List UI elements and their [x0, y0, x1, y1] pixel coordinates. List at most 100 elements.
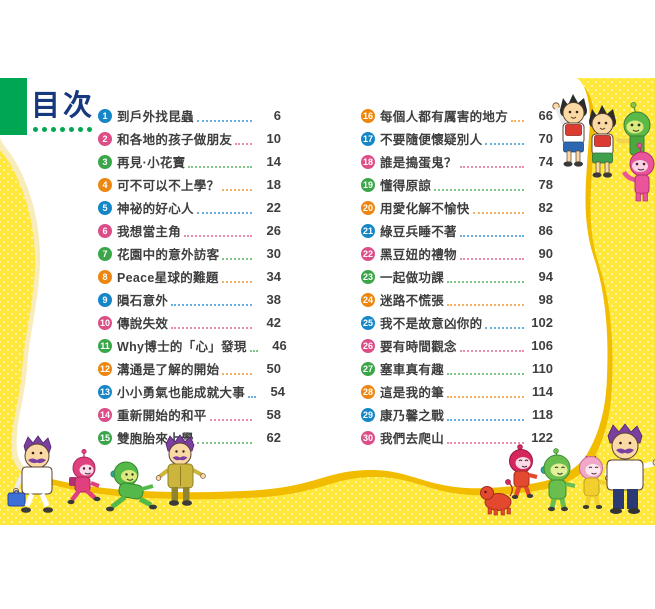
- schoolboy-blue-shorts: [552, 94, 587, 167]
- entry-page-number: 90: [538, 246, 553, 261]
- toc-entry: 30 我們去爬山 122: [361, 426, 553, 449]
- dotted-leader: [222, 363, 252, 375]
- entry-title: 我們去爬山: [380, 432, 445, 446]
- dotted-leader: [235, 133, 252, 145]
- entry-title: 隕石意外: [117, 294, 169, 308]
- toc-entry: 6 我想當主角 26: [98, 219, 281, 242]
- entry-title: 花園中的意外訪客: [117, 248, 220, 262]
- entry-page-number: 98: [538, 292, 553, 307]
- dotted-leader: [459, 340, 524, 352]
- schoolboy-green-shorts: [589, 105, 616, 178]
- pink-alien: [621, 142, 655, 202]
- toc-entry: 25 我不是故意凶你的 102: [361, 311, 553, 334]
- dotted-leader: [459, 225, 524, 237]
- dotted-leader: [447, 409, 524, 421]
- entry-title: 我想當主角: [117, 225, 182, 239]
- entry-number-badge: 26: [361, 338, 375, 353]
- toc-entry: 26 要有時間觀念 106: [361, 334, 553, 357]
- entry-page-number: 22: [266, 200, 281, 215]
- dotted-leader: [511, 110, 524, 122]
- entry-number-badge: 3: [98, 154, 112, 169]
- dotted-leader: [447, 271, 524, 283]
- pink-yellow-alien: [579, 455, 608, 509]
- entry-page-number: 74: [538, 154, 553, 169]
- entry-page-number: 82: [538, 200, 553, 215]
- toc-entry: 8 Peace星球的難題 34: [98, 265, 281, 288]
- toc-entry: 17 不要隨便懷疑別人 70: [361, 127, 553, 150]
- dotted-leader: [184, 225, 252, 237]
- dotted-leader: [196, 432, 252, 444]
- entry-title: 我不是故意凶你的: [380, 317, 483, 331]
- toc-entry: 13 小小勇氣也能成就大事 54: [98, 380, 285, 403]
- toc-entry: 9 隕石意外 38: [98, 288, 281, 311]
- green-alien: [540, 448, 576, 512]
- entry-title: 溝通是了解的開始: [117, 363, 220, 377]
- entry-page-number: 26: [266, 223, 281, 238]
- dotted-leader: [472, 202, 524, 214]
- red-alien: [509, 444, 538, 499]
- entry-title: 到戶外找昆蟲: [117, 110, 194, 124]
- entry-page-number: 102: [531, 315, 553, 330]
- entry-title: 黑豆妞的禮物: [380, 248, 457, 262]
- entry-title: 每個人都有厲害的地方: [380, 110, 509, 124]
- toc-entry: 14 重新開始的和平 58: [98, 403, 281, 426]
- entry-number-badge: 23: [361, 269, 375, 284]
- entry-title: 一起做功課: [380, 271, 445, 285]
- dotted-leader: [222, 179, 252, 191]
- green-alien-running: [106, 461, 157, 512]
- red-pet-creature: [480, 479, 513, 516]
- entry-page-number: 34: [266, 269, 281, 284]
- pink-alien-running: [67, 448, 101, 505]
- entry-number-badge: 1: [98, 108, 112, 123]
- title-dot: [51, 127, 56, 133]
- entry-number-badge: 9: [98, 292, 112, 307]
- title-dot: [78, 127, 83, 133]
- entry-page-number: 110: [532, 361, 553, 376]
- entry-page-number: 42: [266, 315, 281, 330]
- illustration-bottom-left: [6, 434, 221, 525]
- entry-page-number: 94: [538, 269, 553, 284]
- toc-entry: 12 溝通是了解的開始 50: [98, 357, 281, 380]
- entry-number-badge: 25: [361, 315, 375, 330]
- entry-title: 誰是搗蛋鬼？: [380, 156, 457, 170]
- entry-page-number: 106: [531, 338, 553, 353]
- page-title: 目次: [31, 90, 96, 122]
- toc-entry: 18 誰是搗蛋鬼？ 74: [361, 150, 553, 173]
- entry-number-badge: 29: [361, 407, 375, 422]
- entry-page-number: 18: [266, 177, 281, 192]
- entry-number-badge: 22: [361, 246, 375, 261]
- dotted-leader: [171, 294, 252, 306]
- entry-number-badge: 2: [98, 131, 112, 146]
- entry-number-badge: 7: [98, 246, 112, 261]
- entry-number-badge: 13: [98, 384, 112, 399]
- dotted-leader: [459, 248, 524, 260]
- entry-number-badge: 19: [361, 177, 375, 192]
- entry-number-badge: 28: [361, 384, 375, 399]
- entry-title: 塞車真有趣: [380, 363, 445, 377]
- title-underline-dots: [33, 127, 95, 133]
- dotted-leader: [485, 317, 524, 329]
- entry-page-number: 70: [538, 131, 553, 146]
- toc-entry: 11 Why博士的「心」發現 46: [98, 334, 287, 357]
- toc-entry: 7 花園中的意外訪客 30: [98, 242, 281, 265]
- title-dot: [33, 127, 38, 133]
- toc-column-left: 1 到戶外找昆蟲 6 2 和各地的孩子做朋友 10 3 再見·小花寶 14 4 可不可以不上學？ 18…: [98, 104, 287, 449]
- toc-entry: 3 再見·小花寶 14: [98, 150, 281, 173]
- illustration-top-right: [546, 80, 655, 206]
- toc-entry: 1 到戶外找昆蟲 6: [98, 104, 281, 127]
- dotted-leader: [248, 386, 257, 398]
- toc-entry: 16 每個人都有厲害的地方 66: [361, 104, 553, 127]
- green-alien: [615, 102, 651, 156]
- entry-number-badge: 14: [98, 407, 112, 422]
- toc-entry: 20 用愛化解不愉快 82: [361, 196, 553, 219]
- entry-page-number: 10: [266, 131, 281, 146]
- entry-title: 要有時間觀念: [380, 340, 457, 354]
- toc-entry: 23 一起做功課 94: [361, 265, 553, 288]
- entry-number-badge: 27: [361, 361, 375, 376]
- green-corner-square: [0, 78, 27, 135]
- toc-entry: 22 黑豆妞的禮物 90: [361, 242, 553, 265]
- dotted-leader: [222, 248, 252, 260]
- toc-entry: 19 懂得原諒 78: [361, 173, 553, 196]
- man-olive-jacket: [155, 434, 206, 506]
